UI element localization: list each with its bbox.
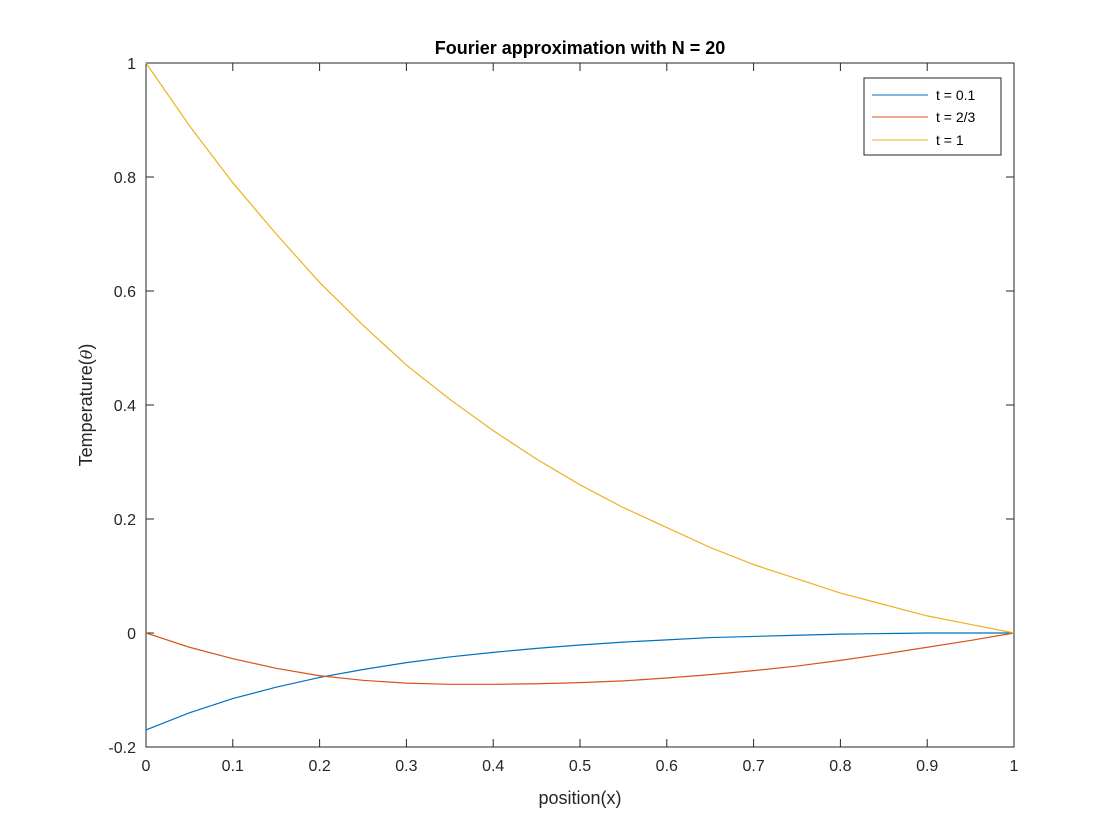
series-line-2 bbox=[145, 62, 1015, 634]
y-axis-label: Temperature(θ) bbox=[76, 344, 96, 467]
x-tick-label: 0.9 bbox=[916, 758, 938, 775]
axes-box bbox=[145, 62, 1015, 748]
chart-title: Fourier approximation with N = 20 bbox=[435, 38, 726, 58]
x-tick-label: 0.3 bbox=[395, 758, 417, 775]
series-lines bbox=[145, 62, 1015, 731]
y-tick-label: 0.4 bbox=[114, 398, 136, 415]
x-tick-label: 0.8 bbox=[829, 758, 851, 775]
y-tick-label: 0 bbox=[127, 626, 136, 643]
y-tick-label: 1 bbox=[127, 56, 136, 73]
y-tick-label: 0.6 bbox=[114, 284, 136, 301]
x-tick-label: 0 bbox=[142, 758, 151, 775]
legend: t = 0.1 t = 2/3 t = 1 bbox=[863, 77, 1002, 156]
x-tick-label: 0.6 bbox=[656, 758, 678, 775]
x-tick-label: 0.1 bbox=[222, 758, 244, 775]
y-tick-label: 0.2 bbox=[114, 512, 136, 529]
y-axis-label-text: Temperature( bbox=[76, 359, 96, 466]
x-tick-label: 1 bbox=[1010, 758, 1019, 775]
series-line-0 bbox=[145, 632, 1014, 731]
axis-ticks: 0 0.1 0.2 0.3 0.4 0.5 0.6 0.7 0.8 0.9 1 -0.2 0 0.2 0.4… bbox=[108, 56, 1018, 775]
x-axis-label: position(x) bbox=[538, 788, 621, 808]
series-line-1 bbox=[145, 632, 1015, 685]
y-axis-label-symbol: θ bbox=[77, 349, 96, 359]
y-tick-label: 0.8 bbox=[114, 170, 136, 187]
x-tick-label: 0.5 bbox=[569, 758, 591, 775]
legend-label-t1: t = 1 bbox=[936, 132, 964, 148]
plot-area: 0 0.1 0.2 0.3 0.4 0.5 0.6 0.7 0.8 0.9 1 -0.2 0 0.2 0.4… bbox=[108, 56, 1018, 775]
x-tick-label: 0.4 bbox=[482, 758, 504, 775]
legend-label-t01: t = 0.1 bbox=[936, 87, 976, 103]
x-tick-label: 0.7 bbox=[742, 758, 764, 775]
x-tick-label: 0.2 bbox=[308, 758, 330, 775]
y-axis-label-close: ) bbox=[76, 344, 96, 350]
y-tick-label: -0.2 bbox=[108, 740, 136, 757]
legend-label-t23: t = 2/3 bbox=[936, 109, 976, 125]
